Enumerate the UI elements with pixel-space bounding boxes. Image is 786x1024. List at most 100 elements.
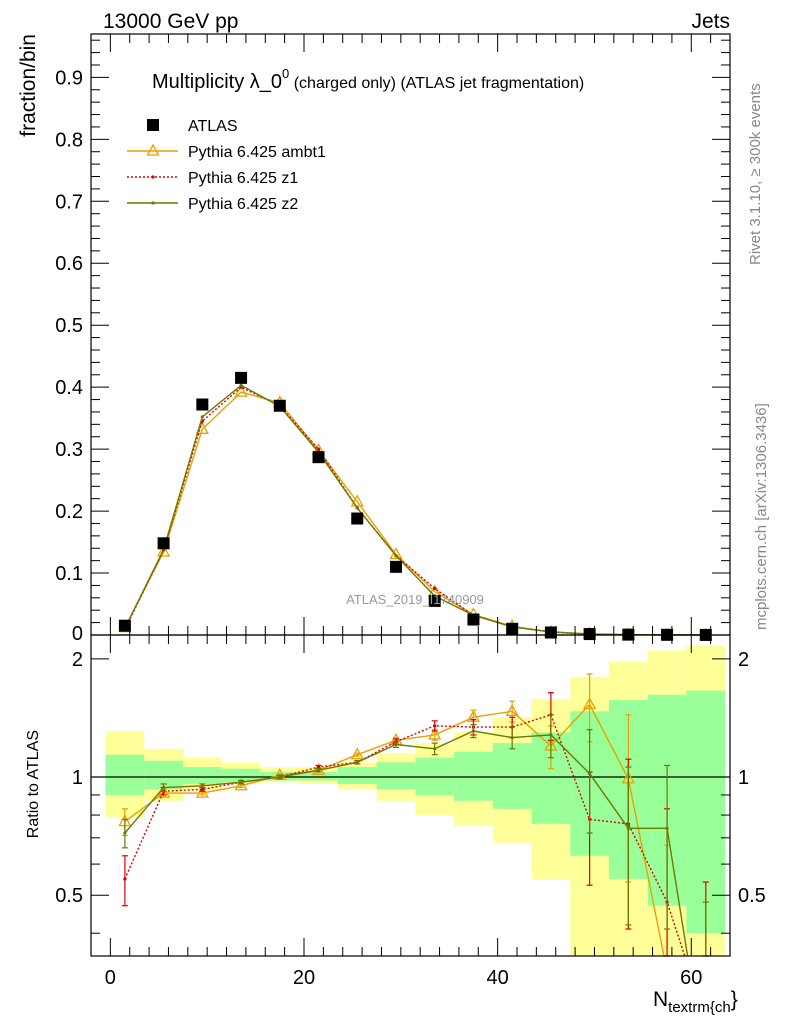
main-panel: 0.1 0.2 0.3 0.4 0.5 0.6 0.7 0.8 0.9 0 fraction/bi…: [17, 33, 731, 645]
legend-label: Pythia 6.425 z1: [188, 170, 298, 187]
y-tick-label: 0: [72, 623, 83, 645]
main-axes: 0.1 0.2 0.3 0.4 0.5 0.6 0.7 0.8 0.9 0: [55, 34, 730, 645]
data-point-atlas: [583, 628, 596, 641]
y-tick-label: 0.3: [55, 439, 83, 461]
header-right: Jets: [691, 10, 730, 33]
ratio-point-pythia-6-425-z2: [316, 768, 321, 772]
data-point-pythia-6-425-z1: [433, 586, 437, 591]
legend-item-pythia-6-425-z2: Pythia 6.425 z2: [127, 196, 298, 213]
ratio-line-pythia-6-425-z2: [124, 730, 689, 956]
legend-label: ATLAS: [188, 118, 238, 135]
data-point-pythia-6-425-ambt1: [350, 494, 364, 507]
uncertainty-band-green: [182, 767, 222, 784]
y-tick-label: 0.7: [55, 191, 83, 213]
ratio-point-pythia-6-425-z2: [278, 775, 282, 779]
series-line-pythia-6-425-z1: [124, 386, 706, 636]
legend-item-atlas: ATLAS: [147, 118, 238, 135]
uncertainty-band-green: [221, 768, 261, 783]
data-point-atlas: [235, 371, 248, 384]
ratio-point-pythia-6-425-z2: [394, 742, 398, 747]
ratio-axes: 0.5 0.51 12 20 20 40 60: [55, 635, 766, 989]
ratio-point-pythia-6-425-z1: [200, 787, 204, 791]
main-ylabel: fraction/bin: [17, 34, 40, 137]
legend-swatch-marker: [146, 143, 160, 156]
ratio-y-tick-label-right: 0.5: [738, 885, 766, 907]
ratio-point-pythia-6-425-z2: [549, 733, 553, 737]
uncertainty-band-green: [415, 757, 455, 795]
ratio-bands: [91, 645, 730, 956]
y-tick-label: 0.2: [55, 501, 83, 523]
x-tick-label: 60: [680, 967, 702, 989]
legend-label: Pythia 6.425 z2: [188, 196, 298, 213]
header-left: 13000 GeV pp: [103, 10, 238, 33]
y-tick-label: 0.6: [55, 253, 83, 275]
main-title-text: Multiplicity λ_0: [152, 71, 282, 93]
data-point-atlas: [157, 537, 170, 550]
data-point-pythia-6-425-z2: [239, 383, 243, 387]
legend-swatch-marker: [151, 175, 155, 179]
ratio-point-pythia-6-425-z2: [626, 826, 630, 830]
ratio-y-tick-label: 0.5: [55, 885, 83, 907]
ratio-line-pythia-6-425-z1: [124, 713, 686, 956]
x-tick-label: 0: [105, 967, 116, 989]
ratio-point-pythia-6-425-z2: [588, 772, 592, 776]
ratio-point-pythia-6-425-z2: [510, 736, 514, 740]
data-point-atlas: [389, 560, 402, 573]
watermark: ATLAS_2019_I1740909: [346, 592, 484, 607]
ratio-point-pythia-6-425-z2: [471, 729, 476, 733]
data-point-pythia-6-425-z2: [394, 554, 398, 558]
ratio-point-pythia-6-425-ambt1: [234, 778, 248, 791]
legend-item-pythia-6-425-z1: Pythia 6.425 z1: [127, 170, 298, 187]
main-frame: [90, 33, 731, 636]
legend-swatch-marker: [147, 119, 159, 131]
y-tick-label: 0.1: [55, 563, 83, 585]
ratio-point-pythia-6-425-z1: [433, 724, 437, 728]
ratio-panel: 0.5 0.51 12 20 20 40 60 Ratio to ATLAS Ntextrm…: [25, 634, 766, 1016]
side-label-bottom: mcplots.cern.ch [arXiv:1306.3436]: [753, 403, 770, 630]
x-tick-label: 40: [487, 967, 509, 989]
ratio-y-tick-label: 1: [72, 767, 83, 789]
x-axis-label-sub: textrm{ch: [668, 999, 731, 1016]
y-tick-label: 0.5: [55, 315, 83, 337]
ratio-point-pythia-6-425-ambt1: [583, 697, 597, 710]
main-title-sup: 0: [282, 66, 289, 81]
x-axis-label-main: N: [653, 988, 668, 1011]
ratio-y-tick-label: 2: [72, 649, 83, 671]
data-point-atlas: [467, 613, 480, 626]
ratio-point-pythia-6-425-z2: [123, 831, 127, 835]
legend-item-pythia-6-425-ambt1: Pythia 6.425 ambt1: [127, 143, 326, 161]
data-point-pythia-6-425-z2: [355, 506, 359, 510]
data-point-atlas: [544, 626, 557, 639]
ratio-point-pythia-6-425-z1: [123, 877, 127, 881]
y-tick-label: 0.4: [55, 377, 83, 399]
data-point-atlas: [196, 398, 209, 411]
ratio-point-pythia-6-425-z2: [239, 780, 243, 784]
uncertainty-band-green: [105, 754, 145, 795]
main-title-rest: (charged only) (ATLAS jet fragmentation): [289, 75, 584, 92]
legend-swatch-marker: [151, 201, 155, 205]
ratio-point-pythia-6-425-ambt1: [350, 747, 364, 760]
data-point-pythia-6-425-z2: [200, 415, 204, 419]
ratio-frame: [90, 634, 731, 957]
ratio-point-pythia-6-425-z2: [665, 826, 669, 830]
ratio-point-pythia-6-425-z2: [200, 784, 204, 788]
y-tick-label: 0.8: [55, 129, 83, 151]
uncertainty-band-green: [337, 767, 377, 784]
ratio-point-pythia-6-425-ambt1: [195, 785, 209, 798]
data-point-atlas: [273, 399, 286, 412]
data-point-pythia-6-425-ambt1: [157, 544, 171, 557]
data-point-pythia-6-425-ambt1: [389, 547, 403, 560]
data-point-atlas: [118, 619, 131, 632]
y-tick-label: 0.9: [55, 67, 83, 89]
x-axis-label-end: }: [731, 988, 738, 1011]
ratio-point-pythia-6-425-z2: [433, 747, 437, 751]
ratio-point-pythia-6-425-ambt1: [428, 727, 442, 740]
ratio-y-tick-label-right: 1: [738, 767, 749, 789]
data-point-atlas: [428, 594, 441, 607]
data-point-pythia-6-425-z1: [316, 447, 321, 451]
data-point-pythia-6-425-ambt1: [234, 384, 248, 397]
x-axis-label: Ntextrm{ch}: [653, 988, 738, 1016]
data-point-atlas: [312, 451, 325, 464]
ratio-point-pythia-6-425-ambt1: [157, 785, 171, 798]
ratio-y-tick-label-right: 2: [738, 649, 749, 671]
